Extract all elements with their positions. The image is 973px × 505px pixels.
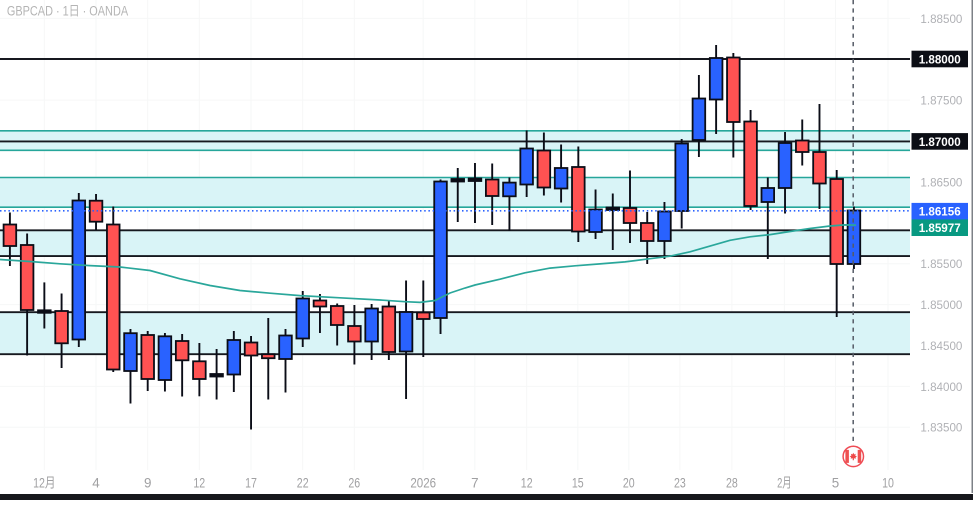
svg-text:15: 15 [572, 476, 584, 491]
svg-text:12: 12 [193, 476, 205, 491]
svg-text:26: 26 [348, 476, 360, 491]
svg-text:4: 4 [92, 476, 100, 491]
svg-text:17: 17 [245, 476, 257, 491]
svg-text:1.86156: 1.86156 [919, 205, 961, 219]
svg-text:9: 9 [144, 476, 151, 491]
svg-text:2026: 2026 [410, 476, 436, 491]
svg-text:1.85000: 1.85000 [920, 298, 962, 312]
svg-text:1.83500: 1.83500 [920, 421, 962, 435]
svg-text:7: 7 [471, 476, 478, 491]
svg-text:1.87000: 1.87000 [919, 135, 961, 149]
svg-text:23: 23 [674, 476, 686, 491]
svg-text:12月: 12月 [33, 476, 55, 491]
svg-text:1.84500: 1.84500 [920, 339, 962, 353]
svg-text:1.88000: 1.88000 [919, 52, 961, 66]
svg-text:1.87500: 1.87500 [920, 94, 962, 108]
svg-text:2月: 2月 [777, 476, 792, 491]
svg-text:12: 12 [521, 476, 533, 491]
svg-text:1.84000: 1.84000 [920, 380, 962, 394]
svg-text:10: 10 [882, 476, 894, 491]
svg-text:GBPCAD · 1日 · OANDA: GBPCAD · 1日 · OANDA [7, 4, 128, 19]
svg-text:5: 5 [832, 476, 839, 491]
svg-text:1.88500: 1.88500 [920, 12, 962, 26]
svg-text:1.85977: 1.85977 [919, 221, 961, 235]
svg-text:28: 28 [726, 476, 738, 491]
svg-text:1.85500: 1.85500 [920, 257, 962, 271]
svg-text:22: 22 [297, 476, 309, 491]
svg-text:20: 20 [623, 476, 635, 491]
svg-text:1.86500: 1.86500 [920, 175, 962, 189]
